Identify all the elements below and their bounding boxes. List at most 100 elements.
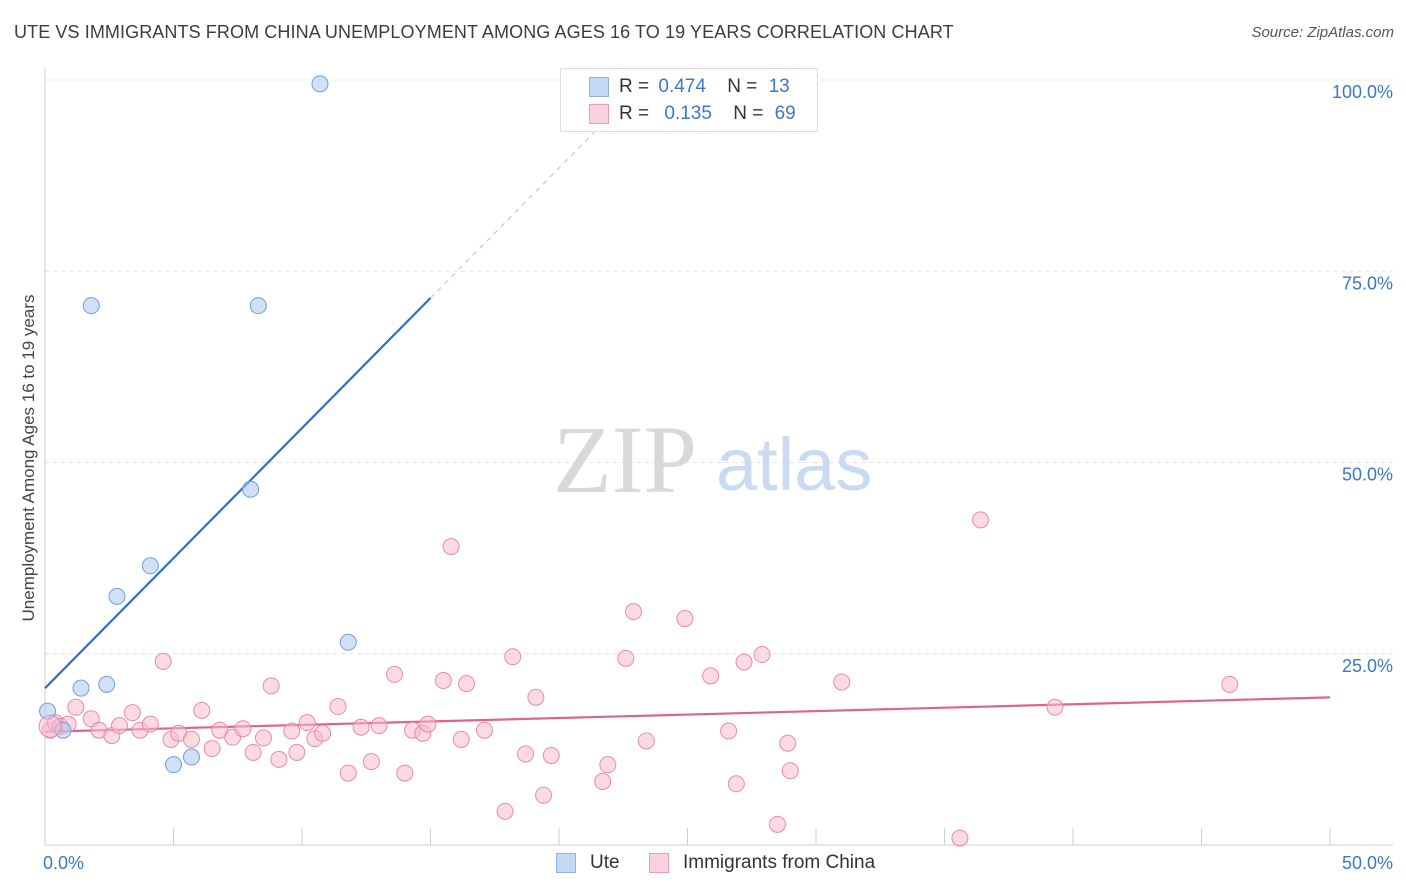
data-point-china	[594, 773, 612, 791]
data-point-china	[352, 718, 370, 736]
x-tick-label-max: 50.0%	[1342, 853, 1393, 873]
data-point-china	[270, 750, 288, 768]
data-point-china	[1221, 675, 1239, 693]
legend-swatch-ute	[589, 77, 609, 97]
chart-title: UTE VS IMMIGRANTS FROM CHINA UNEMPLOYMEN…	[14, 22, 954, 42]
y-tick-label: 100.0%	[1332, 82, 1393, 102]
data-point-china	[339, 764, 357, 782]
data-point-china	[735, 653, 753, 671]
data-point-china	[1046, 698, 1064, 716]
data-point-china	[527, 688, 545, 706]
trend-lines	[44, 128, 1331, 733]
data-point-ute	[141, 557, 159, 575]
data-point-china	[154, 652, 172, 670]
data-point-china	[234, 720, 252, 738]
data-point-china	[951, 829, 969, 847]
data-point-china	[753, 646, 771, 664]
data-point-china	[452, 730, 470, 748]
data-point-china	[475, 721, 493, 739]
legend-swatch-china	[589, 104, 609, 124]
data-point-china	[617, 649, 635, 667]
data-point-ute	[339, 633, 357, 651]
data-point-china	[535, 786, 553, 804]
data-point-china	[203, 740, 221, 758]
data-point-china	[457, 675, 475, 693]
data-point-china	[298, 714, 316, 732]
n-label: N =	[733, 103, 764, 124]
data-point-china	[182, 730, 200, 748]
legend-label-china: Immigrants from China	[683, 852, 876, 873]
data-point-cluster	[38, 714, 62, 738]
data-point-china	[386, 665, 404, 683]
data-point-china	[442, 538, 460, 556]
data-point-ute	[249, 297, 267, 315]
data-point-china	[625, 603, 643, 621]
data-point-china	[283, 722, 301, 740]
data-point-china	[504, 648, 522, 666]
data-point-china	[781, 762, 799, 780]
data-point-china	[262, 677, 280, 695]
data-point-china	[288, 743, 306, 761]
data-point-ute	[165, 756, 182, 774]
r-label: R =	[619, 76, 650, 97]
data-point-ute	[108, 587, 126, 605]
data-point-china	[254, 729, 272, 747]
trend-extension-0	[430, 128, 598, 299]
data-point-china	[419, 715, 437, 733]
data-point-china	[496, 802, 514, 820]
data-point-china	[971, 511, 989, 529]
legend-item-china: Immigrants from China	[649, 852, 875, 874]
data-point-ute	[54, 721, 72, 739]
data-point-china	[727, 775, 745, 793]
data-point-china	[329, 698, 347, 716]
data-point-china	[396, 764, 414, 782]
r-label: R =	[619, 103, 650, 124]
trend-line-0	[44, 297, 432, 689]
data-point-ute	[311, 75, 329, 93]
data-point-china	[193, 701, 211, 719]
data-point-ute	[72, 679, 90, 697]
source-label: Source: ZipAtlas.com	[1251, 24, 1394, 41]
data-point-ute	[98, 675, 116, 693]
series-legend: Ute Immigrants from China	[0, 852, 1406, 878]
data-point-china	[244, 743, 262, 761]
y-axis-label: Unemployment Among Ages 16 to 19 years	[19, 294, 38, 622]
watermark-atlas: atlas	[716, 423, 872, 506]
y-tick-label: 50.0%	[1342, 465, 1393, 485]
data-points	[38, 75, 1239, 847]
watermark-zip: ZIP	[553, 406, 697, 513]
data-point-china	[637, 732, 655, 750]
data-point-china	[702, 667, 720, 685]
data-point-china	[111, 717, 129, 735]
data-point-ute	[242, 480, 260, 498]
watermark: ZIP atlas	[553, 406, 872, 513]
n-value: 13	[768, 76, 790, 97]
data-point-china	[779, 734, 797, 752]
n-value: 69	[774, 103, 796, 124]
data-point-ute	[82, 297, 100, 315]
data-point-china	[542, 746, 560, 764]
y-tick-label: 75.0%	[1342, 273, 1393, 293]
data-point-china	[314, 724, 332, 742]
data-point-china	[833, 673, 851, 691]
legend-swatch-ute	[556, 853, 576, 873]
legend-item-ute: Ute	[556, 852, 620, 874]
trend-line-1	[44, 696, 1331, 733]
data-point-china	[599, 756, 617, 774]
correlation-legend: R = 0.474 N = 13 R = 0.135 N = 69	[560, 68, 818, 132]
data-point-china	[362, 753, 380, 771]
legend-swatch-china	[649, 853, 669, 873]
legend-label-ute: Ute	[590, 852, 620, 873]
data-point-china	[720, 722, 738, 740]
data-point-china	[434, 672, 452, 690]
gridlines	[45, 79, 1393, 655]
y-tick-label: 25.0%	[1342, 656, 1393, 676]
n-label: N =	[727, 76, 758, 97]
r-value: 0.135	[664, 103, 712, 124]
data-point-china	[676, 610, 694, 628]
data-point-china	[123, 704, 141, 722]
data-point-china	[768, 815, 786, 833]
data-point-ute	[182, 748, 200, 766]
tick-labels: 100.0% 75.0% 50.0% 25.0% 0.0% 50.0%	[43, 82, 1393, 873]
